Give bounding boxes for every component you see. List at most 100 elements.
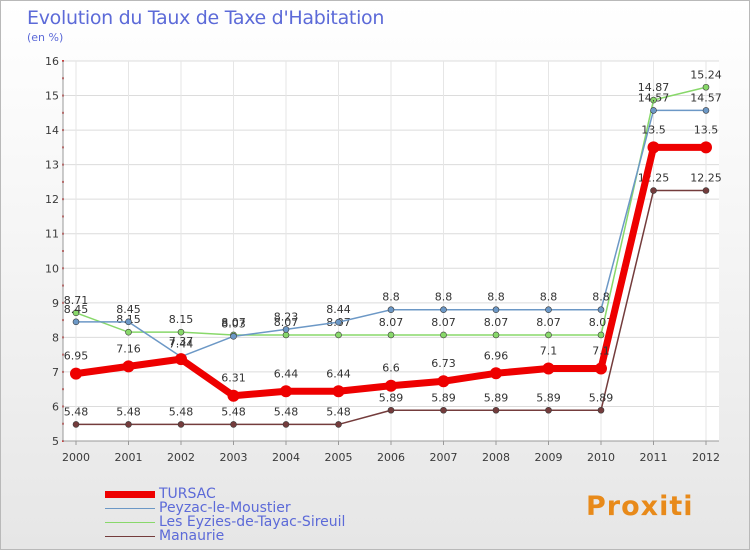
data-point-peyzac-le-moustier [335,318,342,326]
data-label-peyzac-le-moustier: 14.57 [690,91,722,104]
legend-label: Peyzac-le-Moustier [159,500,291,516]
data-point-les-eyzies-de-tayac-sireuil [650,96,657,104]
data-label-tursac: 6.73 [431,357,456,370]
y-tick-label: 12 [45,193,59,206]
proxiti-logo: Proxiti [586,491,694,522]
data-label-manaurie: 5.48 [116,405,141,418]
data-label-manaurie: 5.48 [64,405,89,418]
legend-swatch-peyzac [105,507,155,509]
data-label-manaurie: 12.25 [690,172,722,185]
data-label-peyzac-le-moustier: 8.8 [540,291,558,304]
data-label-tursac: 7.1 [540,344,558,357]
data-point-peyzac-le-moustier [597,306,605,314]
data-point-peyzac-le-moustier [702,107,710,114]
data-point-manaurie [387,406,395,414]
data-point-manaurie [650,187,657,194]
data-point-les-eyzies-de-tayac-sireuil [72,309,80,317]
data-label-les-eyzies-de-tayac-sireuil: 15.24 [690,68,722,81]
data-point-tursac [122,360,135,373]
y-tick-label: 14 [45,124,59,137]
x-tick-label: 2002 [167,451,195,464]
y-tick-label: 11 [45,228,59,241]
x-tick-label: 2009 [535,451,563,464]
legend-swatch-tursac [105,490,155,498]
data-point-les-eyzies-de-tayac-sireuil [177,328,185,336]
data-label-tursac: 6.44 [274,367,299,380]
data-label-manaurie: 5.89 [484,391,509,404]
data-point-tursac [227,389,240,402]
line-chart: 5 6 7 8 9 10 11 12 13 14 15 16 2000 2001 2002 2003 2004 2… [45,55,722,464]
y-tick-label: 13 [45,159,59,172]
data-label-peyzac-le-moustier: 8.8 [487,291,505,304]
data-label-peyzac-le-moustier: 8.23 [274,310,299,323]
data-point-peyzac-le-moustier [492,306,500,314]
data-label-manaurie: 5.89 [589,391,614,404]
data-label-les-eyzies-de-tayac-sireuil: 8.71 [64,294,89,307]
x-tick-label: 2010 [587,451,615,464]
x-tick-label: 2005 [325,451,353,464]
data-point-les-eyzies-de-tayac-sireuil [492,331,500,339]
y-tick-label: 5 [52,435,59,448]
chart-title: Evolution du Taux de Taxe d'Habitation [27,7,385,29]
data-label-manaurie: 5.48 [169,405,194,418]
data-label-tursac: 6.95 [64,350,89,363]
data-label-manaurie: 5.48 [326,405,351,418]
legend-item-tursac: TURSAC [105,487,345,501]
x-tick-label: 2000 [62,451,90,464]
data-label-les-eyzies-de-tayac-sireuil: 8.07 [221,316,246,329]
data-point-les-eyzies-de-tayac-sireuil [702,83,710,91]
data-label-manaurie: 5.48 [221,405,246,418]
y-tick-label: 6 [52,400,59,413]
data-point-les-eyzies-de-tayac-sireuil [597,331,605,339]
chart-unit-label: (en %) [27,31,64,44]
data-point-peyzac-le-moustier [387,306,395,314]
data-label-peyzac-le-moustier: 8.8 [435,291,453,304]
data-label-peyzac-le-moustier: 8.45 [116,303,141,316]
data-point-peyzac-le-moustier [125,318,132,326]
data-point-peyzac-le-moustier [282,326,290,333]
data-point-manaurie [230,421,237,428]
data-label-peyzac-le-moustier: 8.03 [221,317,246,330]
data-point-les-eyzies-de-tayac-sireuil [387,331,395,339]
data-label-peyzac-le-moustier: 8.44 [326,303,351,316]
data-point-tursac [332,385,345,398]
y-tick-label: 9 [52,297,59,310]
data-label-les-eyzies-de-tayac-sireuil: 14.87 [638,81,670,94]
data-label-les-eyzies-de-tayac-sireuil: 8.07 [431,316,456,329]
data-point-peyzac-le-moustier [230,333,237,340]
data-point-les-eyzies-de-tayac-sireuil [125,328,132,336]
data-label-tursac: 6.6 [382,362,400,375]
data-label-les-eyzies-de-tayac-sireuil: 8.07 [484,316,509,329]
data-point-manaurie [492,406,500,414]
x-tick-label: 2004 [272,451,300,464]
data-point-tursac [385,379,397,392]
x-tick-label: 2008 [482,451,510,464]
data-point-manaurie [335,421,342,428]
data-point-manaurie [282,421,290,428]
data-label-tursac: 6.31 [221,372,246,385]
data-label-tursac: 6.44 [326,367,351,380]
data-label-peyzac-le-moustier: 8.8 [592,291,610,304]
data-point-tursac [490,367,502,380]
legend-label: Manaurie [159,528,225,544]
data-label-tursac: 7.1 [592,344,610,357]
data-point-les-eyzies-de-tayac-sireuil [282,331,290,339]
y-tick-label: 10 [45,262,59,275]
legend-item-peyzac: Peyzac-le-Moustier [105,501,345,515]
data-point-peyzac-le-moustier [650,107,657,114]
data-label-manaurie: 5.89 [431,391,456,404]
data-point-manaurie [545,406,552,414]
data-label-les-eyzies-de-tayac-sireuil: 8.07 [536,316,561,329]
data-point-manaurie [72,421,80,428]
data-label-tursac: 7.16 [116,342,141,355]
x-tick-label: 2006 [377,451,405,464]
y-tick-label: 8 [52,331,59,344]
data-point-tursac [542,362,555,375]
data-point-manaurie [125,421,132,428]
data-point-tursac [70,367,82,380]
y-tick-label: 15 [45,90,59,103]
data-label-les-eyzies-de-tayac-sireuil: 8.07 [274,316,299,329]
data-label-manaurie: 5.89 [536,391,561,404]
data-point-tursac [175,353,187,366]
